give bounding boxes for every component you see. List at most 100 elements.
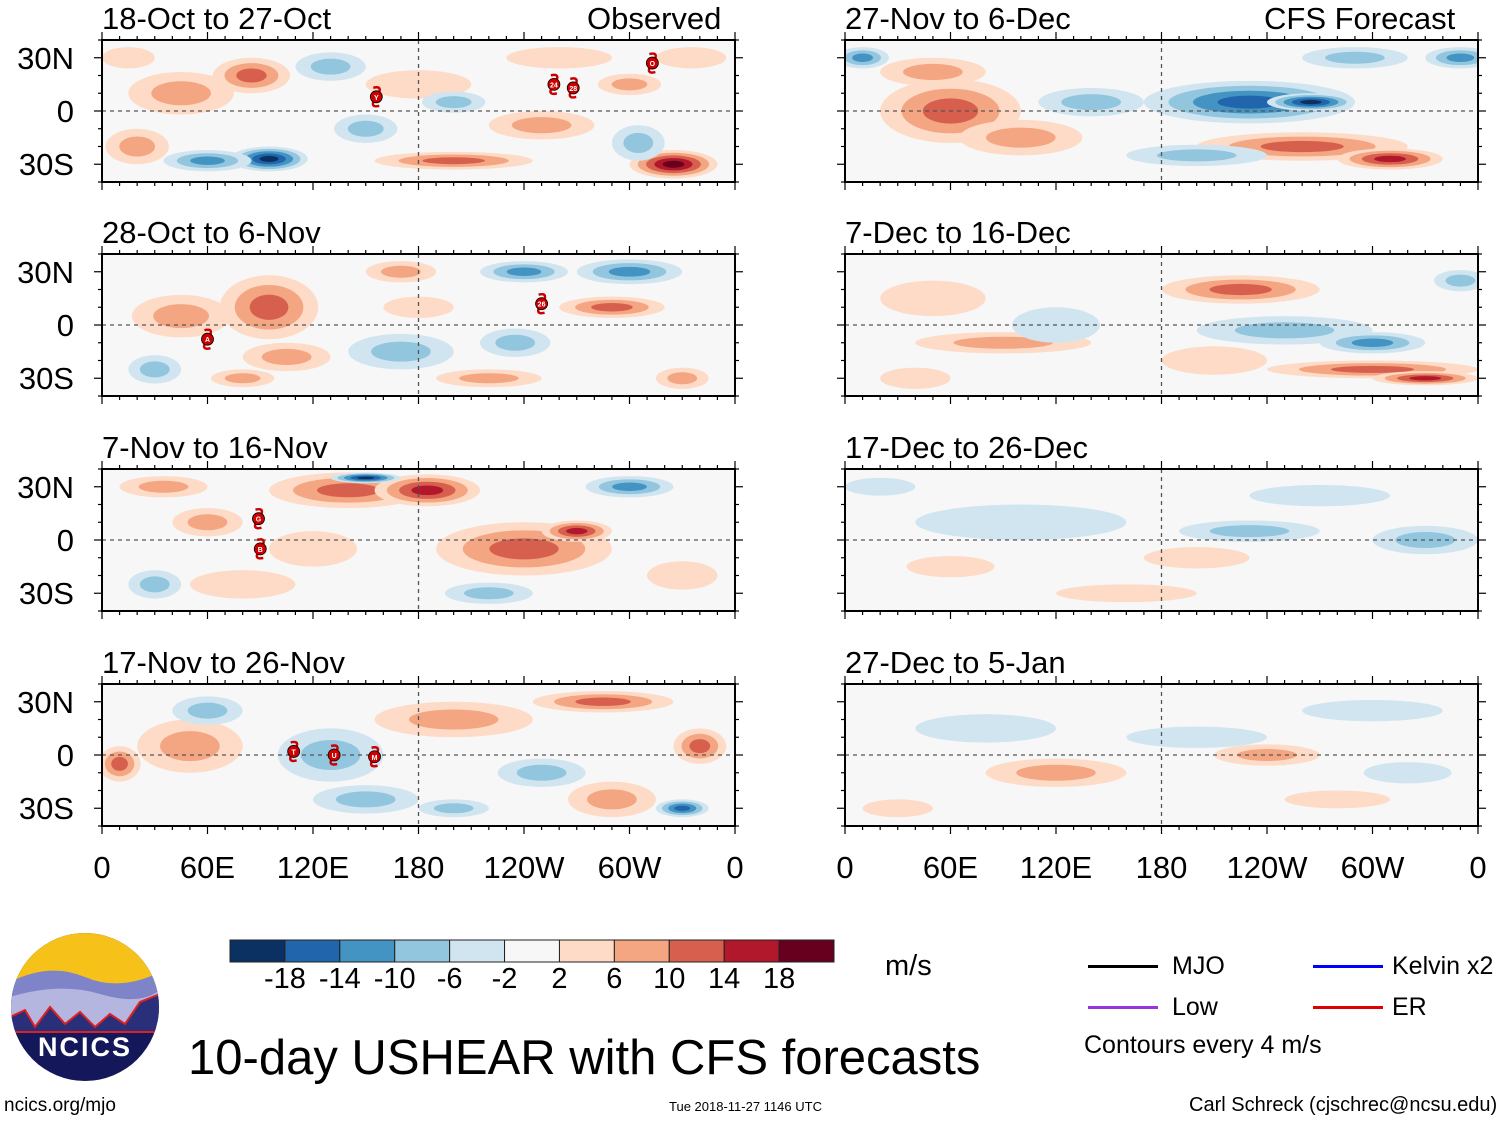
anomaly-contour: [139, 576, 170, 593]
anomaly-contour: [511, 117, 572, 134]
anomaly-contour: [506, 267, 542, 276]
anomaly-contour: [102, 47, 155, 69]
anomaly-contour: [1374, 155, 1407, 163]
anomaly-contour: [516, 764, 567, 781]
anomaly-contour: [236, 68, 267, 83]
tropical-cyclone-icon: T: [287, 740, 301, 763]
anomaly-contour: [667, 372, 698, 385]
colorbar-swatch: [229, 939, 286, 963]
anomaly-contour: [915, 714, 1056, 743]
y-tick-label: 30S: [18, 361, 74, 397]
y-tick-label: 30N: [17, 254, 74, 290]
forecast-label: CFS Forecast: [1264, 1, 1456, 36]
legend-label-mjo: MJO: [1172, 952, 1225, 980]
anomaly-contour: [365, 70, 472, 99]
colorbar-swatch: [668, 939, 725, 963]
map-panel-1: A 26: [94, 246, 743, 404]
anomaly-contour: [612, 482, 647, 491]
anomaly-contour: [1409, 376, 1442, 381]
storm-label: G: [256, 517, 262, 524]
anomaly-contour: [269, 531, 357, 567]
colorbar-tick-label: 18: [762, 963, 796, 995]
panel-title: 7-Dec to 16-Dec: [845, 215, 1071, 250]
colorbar-swatch: [778, 939, 835, 963]
map-panel-3: TU M: [94, 676, 743, 834]
anomaly-contour: [575, 697, 631, 706]
tropical-cyclone-icon: G: [252, 507, 265, 530]
anomaly-contour: [1446, 53, 1475, 62]
legend-line-er: [1313, 1006, 1383, 1009]
anomaly-contour: [383, 296, 454, 318]
anomaly-contour: [189, 570, 296, 599]
anomaly-contour: [335, 791, 396, 808]
legend-label-low: Low: [1172, 993, 1218, 1021]
anomaly-contour: [655, 47, 727, 69]
y-tick-label: 30S: [18, 576, 74, 612]
author-credit: Carl Schreck (cjschrec@ncsu.edu): [1189, 1094, 1498, 1116]
panel-title: 28-Oct to 6-Nov: [102, 215, 321, 250]
anomaly-contour: [623, 132, 654, 153]
anomaly-contour: [1209, 525, 1290, 538]
colorbar-swatch: [504, 939, 560, 963]
tropical-cyclone-icon: Y: [369, 86, 383, 108]
anomaly-contour: [435, 96, 472, 109]
x-tick-label: 0: [1469, 850, 1487, 885]
timestamp: Tue 2018-11-27 1146 UTC: [669, 1099, 822, 1114]
storm-label: B: [258, 547, 263, 554]
map-panel-4: [837, 32, 1486, 190]
anomaly-contour: [1016, 764, 1096, 781]
anomaly-contour: [852, 53, 873, 62]
tropical-cyclone-icon: U: [327, 744, 341, 766]
anomaly-contour: [1351, 338, 1394, 347]
anomaly-contour: [138, 480, 189, 493]
anomaly-contour: [459, 373, 519, 384]
x-tick-label: 180: [1135, 850, 1188, 885]
colorbar-swatch: [339, 939, 396, 963]
anomaly-contour: [408, 709, 499, 730]
anomaly-contour: [160, 731, 220, 762]
storm-label: M: [372, 755, 378, 762]
observed-label: Observed: [587, 1, 722, 36]
y-tick-label: 0: [56, 738, 74, 773]
x-tick-label: 60E: [179, 850, 236, 885]
figure-title: 10-day USHEAR with CFS forecasts: [188, 1031, 981, 1085]
website-link[interactable]: ncics.org/mjo: [4, 1095, 116, 1116]
anomaly-contour: [1156, 149, 1237, 162]
x-tick-label: 120E: [1019, 850, 1093, 885]
colorbar-tick-label: -14: [318, 963, 361, 995]
anomaly-contour: [1056, 584, 1197, 603]
anomaly-contour: [647, 561, 718, 590]
legend-line-low: [1088, 1006, 1158, 1009]
anomaly-contour: [880, 367, 951, 389]
anomaly-contour: [433, 803, 474, 814]
colorbar-swatch: [613, 939, 670, 963]
colorbar-tick-label: 14: [708, 963, 741, 995]
colorbar-swatch: [394, 939, 451, 963]
anomaly-contour: [611, 78, 648, 91]
anomaly-contour: [1363, 762, 1452, 784]
anomaly-contour: [1217, 95, 1282, 109]
colorbar-swatch: [449, 939, 506, 963]
anomaly-contour: [1161, 346, 1267, 375]
anomaly-contour: [587, 789, 637, 810]
y-tick-label: 0: [56, 94, 74, 129]
anomaly-contour: [153, 304, 209, 329]
y-tick-label: 30S: [18, 147, 74, 183]
anomaly-contour: [261, 348, 312, 365]
anomaly-contour: [845, 477, 916, 496]
anomaly-contour: [190, 156, 225, 165]
x-tick-label: 120W: [1226, 850, 1308, 885]
contour-interval-note: Contours every 4 m/s: [1084, 1031, 1322, 1059]
anomaly-contour: [422, 157, 485, 165]
anomaly-contour: [463, 587, 514, 600]
colorbar-tick-label: -2: [491, 963, 518, 995]
colorbar-tick-label: 6: [606, 963, 623, 995]
ncics-logo: NCICS: [11, 933, 159, 1081]
anomaly-contour: [566, 527, 588, 535]
anomaly-contour: [259, 155, 279, 162]
colorbar-tick-label: 2: [551, 963, 568, 995]
logo-text: NCICS: [38, 1032, 132, 1062]
anomaly-contour: [1260, 140, 1344, 153]
panel-title: 27-Dec to 5-Jan: [845, 645, 1066, 680]
map-panel-6: [837, 461, 1486, 619]
